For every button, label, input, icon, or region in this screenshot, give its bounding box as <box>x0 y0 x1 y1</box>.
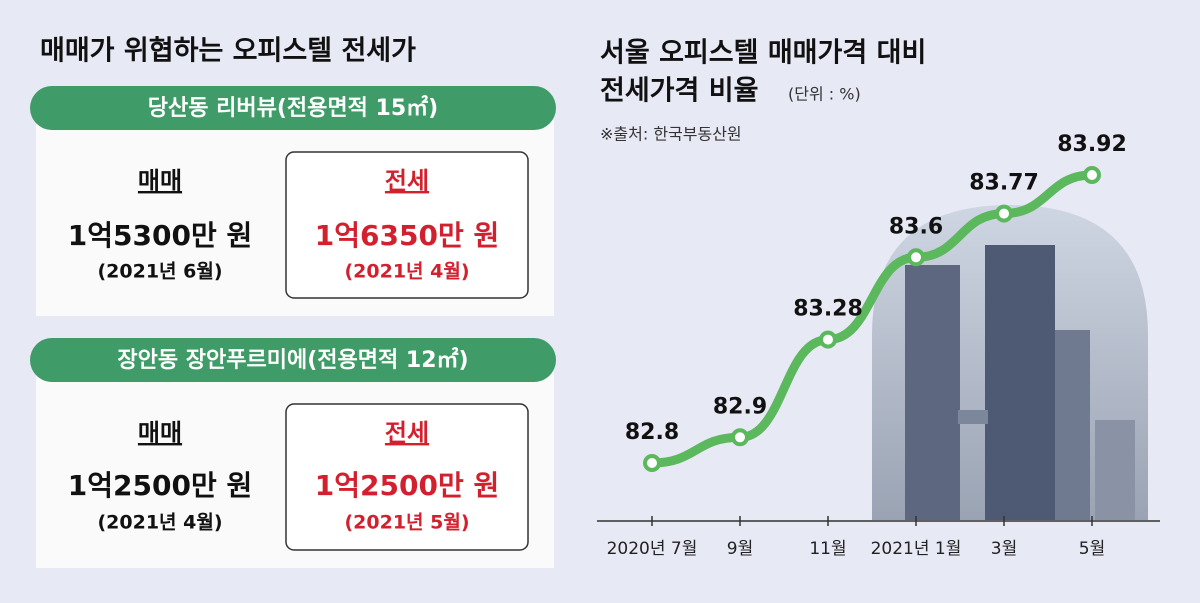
point <box>1083 166 1101 184</box>
sale-label: 매매 <box>138 167 182 195</box>
jeonse-label: 전세 <box>385 167 429 195</box>
card-header-bg <box>30 86 556 130</box>
jeonse-label: 전세 <box>385 419 429 447</box>
value-label: 82.9 <box>713 394 767 419</box>
sale-label: 매매 <box>138 419 182 447</box>
panel-title: 매매가 위협하는 오피스텔 전세가 <box>40 36 416 67</box>
value-label: 83.6 <box>889 214 943 239</box>
jeonse-price: 1억2500만 원 <box>315 469 499 502</box>
chart-title: 전세가격 비율 <box>600 76 758 107</box>
value-label: 83.77 <box>969 171 1039 196</box>
sale-date: (2021년 6월) <box>97 261 222 283</box>
building <box>1055 330 1090 520</box>
jeonse-box <box>285 403 529 551</box>
building <box>905 265 960 520</box>
jeonse-box <box>285 151 529 299</box>
x-tick-label: 5월 <box>1079 539 1105 559</box>
point <box>995 204 1013 223</box>
value-label: 83.28 <box>793 297 863 322</box>
building <box>985 245 1055 520</box>
x-tick-label: 2021년 1월 <box>871 539 962 559</box>
bridge <box>958 410 988 424</box>
building <box>1095 420 1135 520</box>
jeonse-date: (2021년 4월) <box>344 261 469 283</box>
jeonse-price: 1억6350만 원 <box>315 219 499 252</box>
sale-price: 1억2500만 원 <box>68 469 252 502</box>
sale-date: (2021년 4월) <box>97 512 222 534</box>
card-header-bg <box>30 338 556 382</box>
value-label: 82.8 <box>625 420 679 445</box>
card-header: 장안동 장안푸르미에(전용면적 12㎡) <box>117 347 468 373</box>
x-tick-label: 9월 <box>727 539 753 559</box>
x-tick-label: 11월 <box>809 539 846 559</box>
card-header: 당산동 리버뷰(전용면적 15㎡) <box>148 95 438 121</box>
point <box>731 428 749 447</box>
point <box>819 330 837 349</box>
point <box>907 248 925 267</box>
chart-source: ※출처: 한국부동산원 <box>600 125 742 144</box>
chart-title: 서울 오피스텔 매매가격 대비 <box>600 38 926 69</box>
sale-price: 1억5300만 원 <box>68 219 252 252</box>
x-tick-label: 2020년 7월 <box>607 539 698 559</box>
x-tick-label: 3월 <box>991 539 1017 559</box>
value-label: 83.92 <box>1057 132 1127 157</box>
chart-subtitle: (단위 : %) <box>788 85 861 104</box>
point <box>643 454 661 472</box>
jeonse-date: (2021년 5월) <box>344 512 469 534</box>
